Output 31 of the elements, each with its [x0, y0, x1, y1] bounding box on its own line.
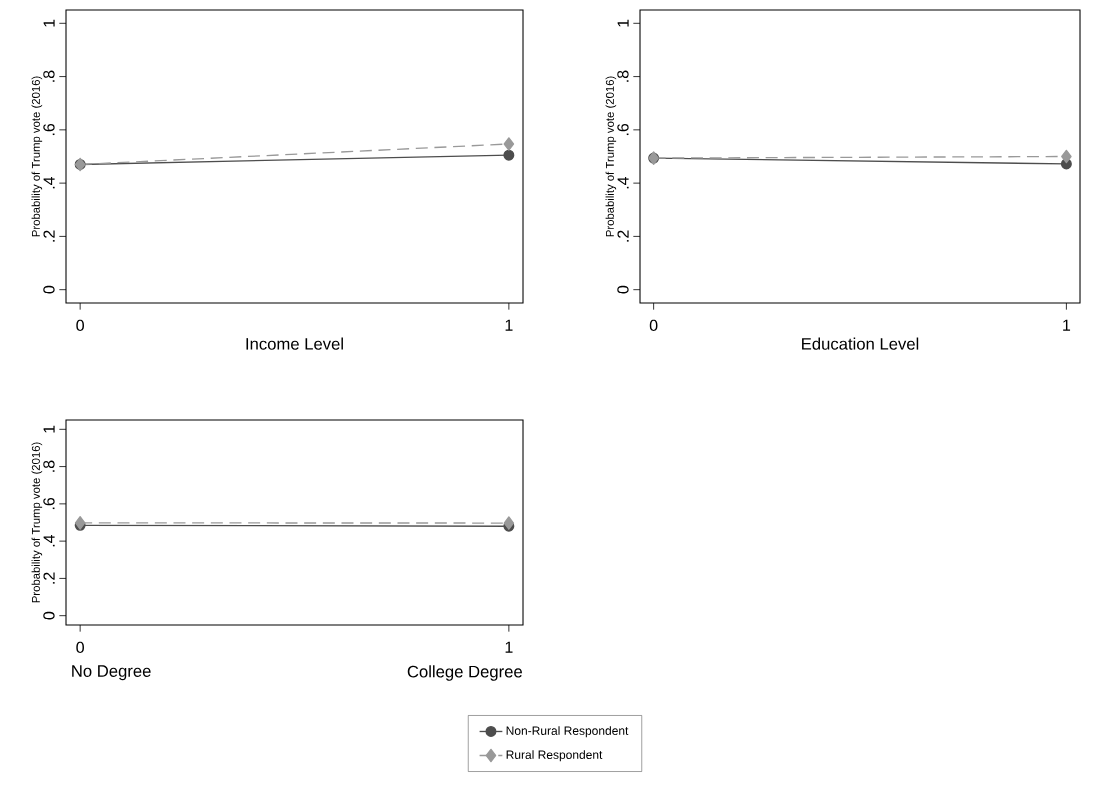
text: College Degree [407, 665, 522, 681]
y-tick-label: .2 [617, 230, 629, 242]
x-axis-title: Education Level [802, 337, 919, 350]
y-tick-label: .8 [43, 460, 55, 472]
y-tick-label: 1 [43, 425, 55, 433]
legend-label: Rural Respondent [506, 750, 603, 762]
y-tick-label: .4 [617, 176, 629, 189]
y-tick-label: .6 [617, 123, 629, 136]
x-tick-label: 0 [76, 319, 84, 332]
x-axis-title: Income Level [246, 337, 343, 350]
y-tick-label: 1 [617, 19, 629, 27]
y-tick-label: .2 [43, 572, 55, 584]
text: No Degree [72, 665, 151, 681]
y-tick-label: .6 [43, 123, 55, 136]
y-axis-title: Probability of Trump vote (2016) [31, 442, 43, 603]
y-tick-label: .8 [617, 70, 629, 82]
y-tick-label: .8 [43, 70, 55, 82]
legend-label: Non-Rural Respondent [506, 726, 629, 738]
y-axis-title: Probability of Trump vote (2016) [31, 76, 43, 237]
x-tick-label: 0 [649, 319, 658, 332]
y-axis-title: Probability of Trump vote (2016) [605, 76, 617, 237]
y-tick-label: 0 [43, 285, 55, 294]
y-tick-label: .4 [43, 534, 55, 547]
x-tick-label: 1 [505, 319, 513, 331]
x-tick-label: 1 [1063, 319, 1071, 331]
y-tick-label: 1 [43, 19, 55, 27]
y-tick-label: 0 [617, 285, 629, 294]
y-tick-label: .4 [43, 176, 55, 189]
y-tick-label: .2 [43, 230, 55, 242]
y-tick-label: .6 [43, 497, 55, 510]
y-tick-label: 0 [43, 611, 55, 620]
